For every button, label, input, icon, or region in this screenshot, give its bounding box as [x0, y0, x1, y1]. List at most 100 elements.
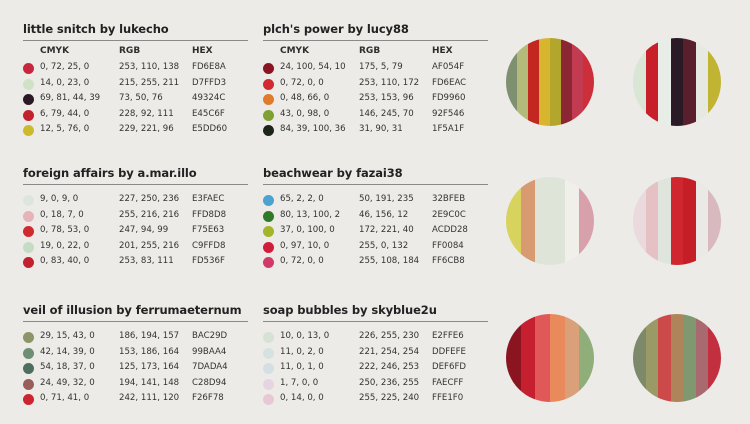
color-row: 0, 48, 66, 0 253, 153, 96 FD9960	[263, 91, 488, 107]
stripe	[708, 314, 721, 402]
rgb-value: 146, 245, 70	[359, 108, 414, 119]
hex-value: F26F78	[192, 393, 224, 403]
stripe	[550, 177, 565, 265]
cmyk-value: 84, 39, 100, 36	[280, 124, 346, 134]
color-row: 0, 72, 0, 0 253, 110, 172 FD6EAC	[263, 76, 488, 92]
cmyk-value: 43, 0, 98, 0	[280, 108, 330, 119]
rgb-value: 255, 0, 132	[359, 240, 409, 251]
stripe	[645, 177, 659, 265]
palette-4: veil of illusion by ferrumaeternum 29, 1…	[23, 303, 248, 407]
stripe	[579, 177, 594, 265]
palette-title: little snitch by lukecho	[23, 22, 248, 41]
color-row: 0, 78, 53, 0 247, 94, 99 F75E63	[23, 223, 248, 239]
cmyk-value: 11, 0, 2, 0	[280, 346, 324, 357]
palette-1: plch's power by lucy88 CMYK RGB HEX 24, …	[263, 22, 488, 138]
stripe	[506, 38, 517, 126]
stripe	[633, 177, 646, 265]
stripe	[683, 314, 696, 402]
color-swatch-dot	[23, 257, 34, 268]
color-row: 0, 97, 10, 0 255, 0, 132 FF0084	[263, 239, 488, 255]
hex-value: E2FFE6	[432, 331, 464, 341]
stripe	[695, 177, 709, 265]
color-swatch-dot	[23, 195, 34, 206]
color-row: 11, 0, 1, 0 222, 246, 253 DEF6FD	[263, 360, 488, 376]
stripe	[645, 38, 659, 126]
cmyk-value: 9, 0, 9, 0	[40, 194, 79, 204]
hex-value: 2E9C0C	[432, 209, 466, 220]
column-headers: CMYK RGB HEX	[263, 44, 488, 60]
hex-value: 92F546	[432, 108, 465, 119]
cmyk-value: 19, 0, 22, 0	[40, 240, 90, 251]
color-row: 0, 83, 40, 0 253, 83, 111 FD536F	[23, 254, 248, 270]
color-row: 12, 5, 76, 0 229, 221, 96 E5DD60	[23, 122, 248, 138]
rgb-value: 226, 255, 230	[359, 331, 420, 341]
stripe	[683, 177, 696, 265]
cmyk-value: 0, 97, 10, 0	[280, 240, 330, 251]
color-swatch-dot	[263, 94, 274, 105]
hex-value: E5DD60	[192, 124, 228, 134]
cmyk-value: 10, 0, 13, 0	[280, 331, 330, 341]
color-swatch-dot	[23, 210, 34, 222]
color-swatch-dot	[23, 63, 34, 74]
color-swatch-dot	[263, 125, 274, 136]
stripe	[517, 38, 528, 126]
hex-value: FFE1F0	[432, 393, 464, 403]
palette-5: soap bubbles by skyblue2u 10, 0, 13, 0 22…	[263, 303, 488, 407]
rgb-value: 46, 156, 12	[359, 209, 409, 220]
stripe	[633, 314, 646, 402]
color-swatch-dot	[263, 109, 274, 121]
rgb-value: 255, 216, 216	[119, 209, 180, 220]
rgb-value: 215, 255, 211	[119, 77, 180, 88]
rgb-value: 175, 5, 79	[359, 62, 403, 72]
hex-value: 7DADA4	[192, 362, 228, 372]
hex-value: C28D94	[192, 377, 227, 388]
hex-value: FD6EAC	[432, 77, 467, 88]
stripe	[670, 314, 684, 402]
hex-value: AF054F	[432, 62, 465, 72]
color-row: 43, 0, 98, 0 146, 245, 70 92F546	[263, 107, 488, 123]
palette-0: little snitch by lukecho CMYK RGB HEX 0,…	[23, 22, 248, 138]
hex-value: 32BFEB	[432, 194, 466, 204]
color-row: 54, 18, 37, 0 125, 173, 164 7DADA4	[23, 360, 248, 376]
rgb-value: 172, 221, 40	[359, 225, 414, 235]
rgb-value: 253, 110, 138	[119, 62, 180, 72]
color-row: 84, 39, 100, 36 31, 90, 31 1F5A1F	[263, 122, 488, 138]
rgb-value: 255, 225, 240	[359, 393, 420, 403]
hex-value: C9FFD8	[192, 240, 226, 251]
cmyk-value: 0, 72, 0, 0	[280, 256, 324, 266]
color-swatch-dot	[23, 94, 34, 105]
stripe-swatch-circle	[633, 177, 721, 265]
cmyk-value: 80, 13, 100, 2	[280, 209, 341, 220]
rgb-value: 228, 92, 111	[119, 108, 174, 119]
hex-value: F75E63	[192, 225, 225, 235]
color-swatch-dot	[263, 241, 274, 253]
cmyk-value: 0, 48, 66, 0	[280, 93, 330, 103]
cmyk-value: 0, 14, 0, 0	[280, 393, 324, 403]
stripe	[520, 314, 536, 402]
palette-title: soap bubbles by skyblue2u	[263, 303, 488, 322]
cmyk-value: 0, 71, 41, 0	[40, 393, 90, 403]
hex-value: ACDD28	[432, 225, 468, 235]
color-row: 6, 79, 44, 0 228, 92, 111 E45C6F	[23, 107, 248, 123]
cmyk-value: 1, 7, 0, 0	[280, 377, 319, 388]
palette-title: veil of illusion by ferrumaeternum	[23, 303, 248, 322]
color-row: 0, 72, 25, 0 253, 110, 138 FD6E8A	[23, 60, 248, 76]
hex-header: HEX	[192, 46, 213, 56]
hex-value: FFD8D8	[192, 209, 227, 220]
stripe	[708, 38, 721, 126]
palette-title: foreign affairs by a.mar.illo	[23, 166, 248, 185]
hex-value: E45C6F	[192, 108, 225, 119]
stripe	[645, 314, 659, 402]
stripe	[520, 177, 536, 265]
color-row: 11, 0, 2, 0 221, 254, 254 DDFEFE	[263, 345, 488, 361]
rgb-value: 253, 110, 172	[359, 77, 420, 88]
cmyk-value: 42, 14, 39, 0	[40, 346, 95, 357]
hex-value: BAC29D	[192, 331, 228, 341]
stripe	[695, 38, 709, 126]
color-swatch-dot	[263, 210, 274, 222]
hex-value: DEF6FD	[432, 362, 467, 372]
rgb-value: 247, 94, 99	[119, 225, 169, 235]
stripe	[535, 177, 551, 265]
stripe	[633, 38, 646, 126]
color-swatch-dot	[23, 363, 34, 374]
